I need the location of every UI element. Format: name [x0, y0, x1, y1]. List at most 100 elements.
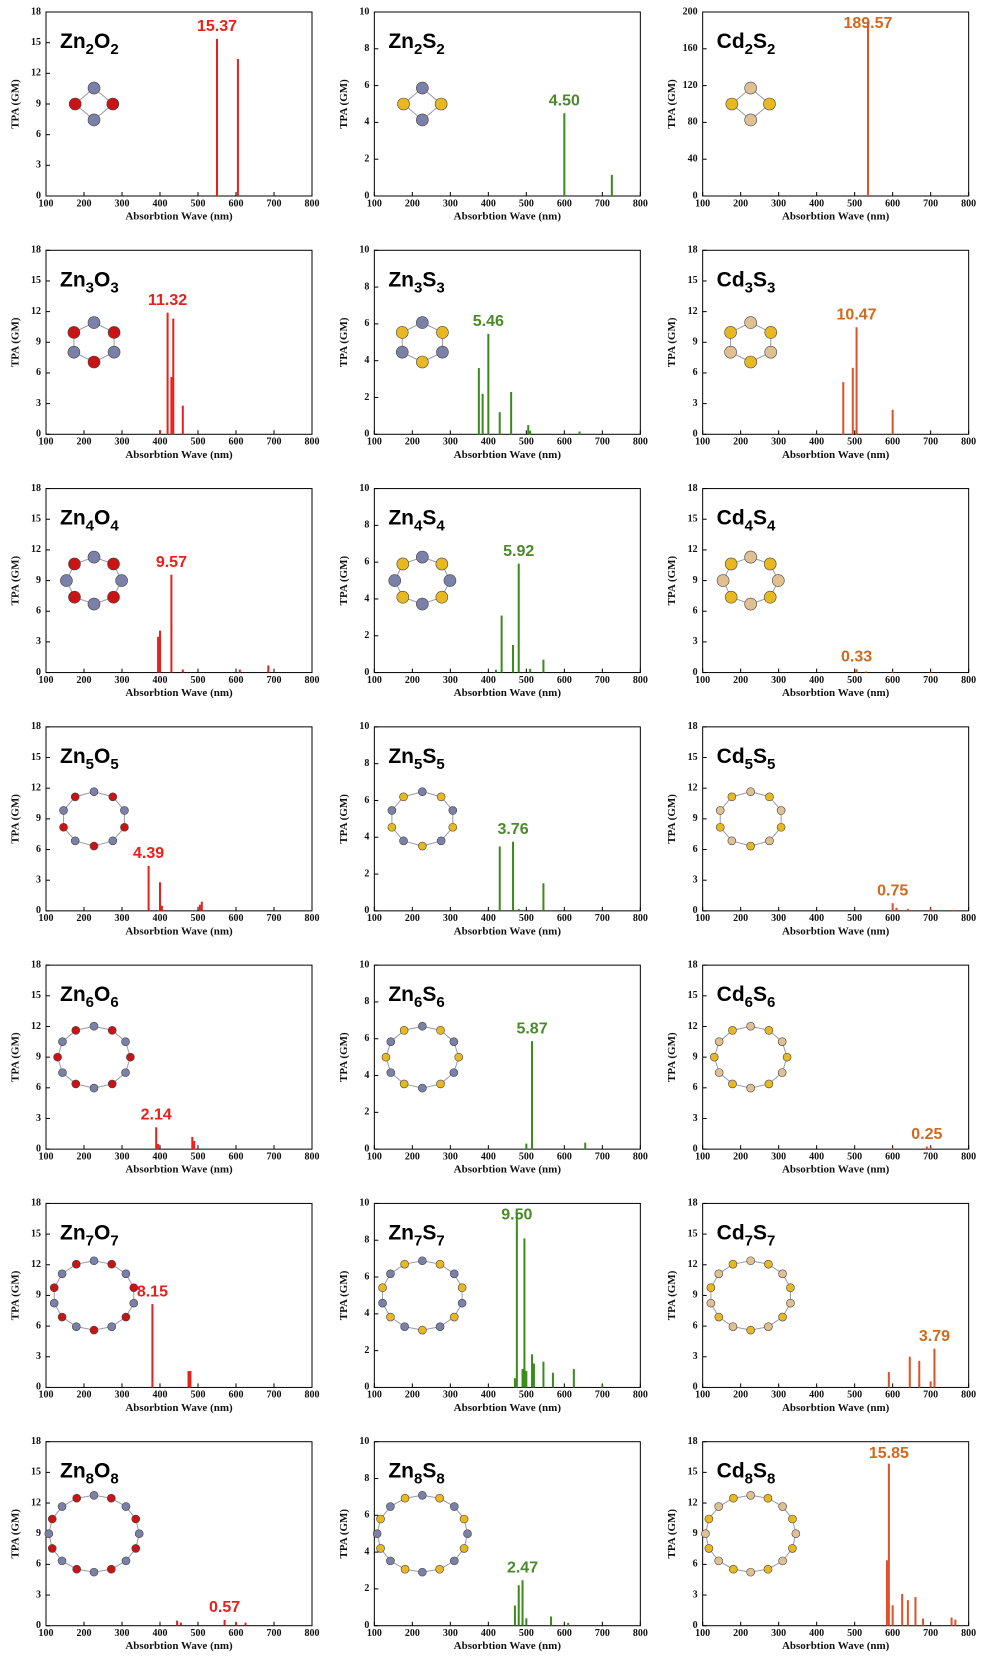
x-tick-label: 300	[771, 675, 786, 686]
stick	[512, 645, 514, 673]
y-tick-label: 8	[364, 520, 369, 531]
molecule-atom	[88, 551, 100, 563]
stick	[892, 672, 894, 673]
x-axis-label: Absorbtion Wave (nm)	[782, 1164, 890, 1176]
y-tick-label: 18	[688, 483, 698, 494]
y-tick-label: 15	[31, 1228, 41, 1239]
y-tick-label: 12	[31, 1021, 41, 1032]
formula-subscript: 7	[110, 1232, 118, 1249]
molecule-atom	[707, 1284, 715, 1292]
panel: 1002003004005006007008000369121518Absorb…	[666, 483, 976, 699]
x-axis-label: Absorbtion Wave (nm)	[454, 687, 562, 699]
x-tick-label: 200	[77, 1390, 92, 1401]
stick	[245, 1623, 247, 1626]
y-axis-label: TPA (GM)	[10, 555, 22, 605]
molecule-atom	[745, 551, 757, 563]
molecule-atom	[122, 1270, 130, 1278]
stick	[518, 1585, 520, 1625]
molecule-atom	[48, 1515, 56, 1523]
y-tick-label: 3	[693, 874, 698, 885]
x-tick-label: 200	[77, 913, 92, 924]
y-tick-label: 15	[31, 1467, 41, 1478]
y-tick-label: 3	[693, 636, 698, 647]
molecule-atom	[779, 1313, 787, 1321]
stick	[527, 425, 529, 434]
y-tick-label: 12	[31, 1259, 41, 1270]
x-tick-label: 800	[305, 675, 320, 686]
stick	[550, 1617, 552, 1626]
molecule-atom	[130, 1299, 138, 1307]
y-tick-label: 3	[693, 1589, 698, 1600]
y-tick-label: 3	[693, 1113, 698, 1124]
x-tick-label: 700	[923, 1390, 938, 1401]
molecule-atom	[373, 1530, 381, 1538]
molecule-atom	[747, 788, 755, 796]
molecule-atom	[450, 1038, 458, 1046]
molecule-atom	[72, 1080, 80, 1088]
molecule-atom	[765, 793, 773, 801]
formula: Zn8O8	[60, 1459, 119, 1487]
molecule-atom	[786, 1299, 794, 1307]
y-tick-label: 12	[688, 1497, 698, 1508]
stick	[529, 669, 531, 673]
stick	[611, 175, 613, 196]
formula-element: O	[94, 506, 110, 529]
formula-element: O	[94, 268, 110, 291]
y-tick-label: 9	[36, 813, 41, 824]
x-tick-label: 200	[77, 198, 92, 209]
y-tick-label: 18	[688, 1436, 698, 1447]
x-tick-label: 400	[481, 1628, 496, 1639]
stick	[933, 1349, 935, 1388]
molecule-atom	[135, 1530, 143, 1538]
y-tick-label: 12	[688, 1021, 698, 1032]
molecule-atom	[45, 1530, 53, 1538]
x-axis-label: Absorbtion Wave (nm)	[782, 449, 890, 461]
panel: 1002003004005006007008000369121518Absorb…	[10, 959, 320, 1175]
x-tick-label: 300	[115, 437, 130, 448]
x-tick-label: 600	[885, 437, 900, 448]
y-tick-label: 6	[36, 1082, 41, 1093]
molecule-atom	[436, 346, 448, 358]
formula-subscript: 5	[86, 756, 94, 773]
x-tick-label: 500	[519, 1628, 534, 1639]
y-tick-label: 0	[364, 1382, 369, 1393]
formula-subscript: 5	[745, 756, 753, 773]
molecule-atom	[108, 558, 120, 570]
molecule-atom	[68, 591, 80, 603]
stick	[518, 564, 520, 673]
molecule-atom	[786, 1284, 794, 1292]
y-tick-label: 9	[36, 1528, 41, 1539]
molecule-atom	[386, 1557, 394, 1565]
molecule-atom	[389, 575, 401, 587]
y-tick-label: 8	[364, 1235, 369, 1246]
molecule-bond	[386, 1026, 459, 1088]
y-tick-label: 9	[693, 1290, 698, 1301]
stick	[495, 670, 497, 673]
formula-subscript: 5	[414, 756, 422, 773]
stick	[239, 670, 241, 673]
formula-subscript: 7	[436, 1232, 444, 1249]
stick	[542, 660, 544, 673]
x-tick-label: 300	[443, 198, 458, 209]
formula-subscript: 3	[745, 279, 753, 296]
x-tick-label: 400	[481, 198, 496, 209]
y-tick-label: 6	[36, 844, 41, 855]
molecule-bond	[714, 1026, 787, 1088]
stick	[159, 430, 161, 434]
stick	[892, 1605, 894, 1625]
molecule-atom	[779, 1503, 787, 1511]
x-tick-label: 200	[405, 198, 420, 209]
x-tick-label: 600	[557, 198, 572, 209]
x-tick-label: 200	[733, 1151, 748, 1162]
x-tick-label: 500	[519, 1151, 534, 1162]
y-tick-label: 3	[36, 160, 41, 171]
formula-subscript: 7	[745, 1232, 753, 1249]
y-tick-label: 8	[364, 1473, 369, 1484]
molecule-atom	[400, 793, 408, 801]
y-tick-label: 4	[364, 355, 369, 366]
x-tick-label: 400	[153, 198, 168, 209]
molecule-atom	[777, 806, 785, 814]
molecule-atom	[437, 837, 445, 845]
y-tick-label: 18	[31, 6, 41, 17]
y-tick-label: 6	[36, 1320, 41, 1331]
